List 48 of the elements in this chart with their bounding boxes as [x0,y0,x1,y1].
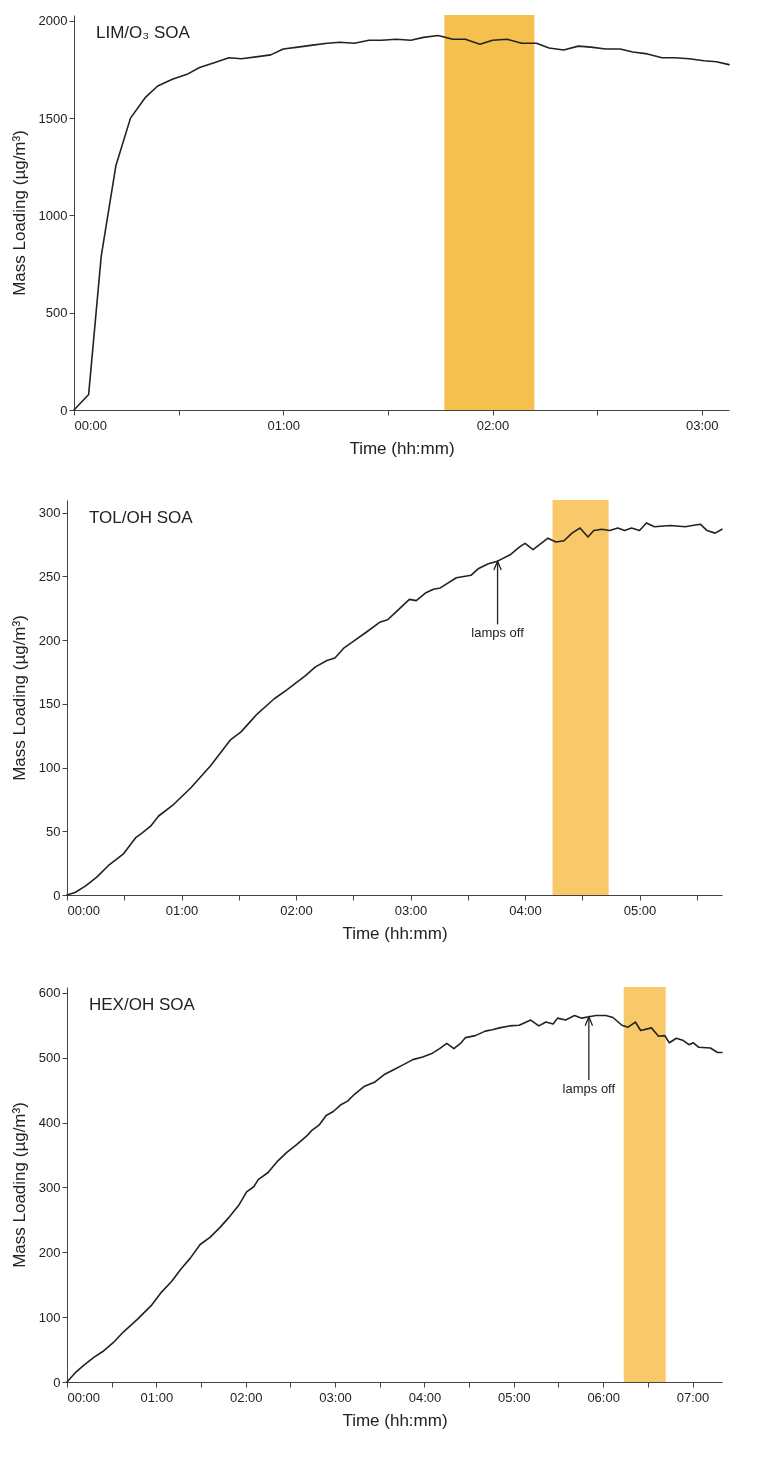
y-tick-label: 300 [38,505,61,521]
x-tick-label: 04:00 [509,902,542,918]
y-axis-title: Mass Loading (µg/m³) [9,1102,29,1268]
annotation: lamps off [471,625,525,641]
y-tick-label: 400 [38,1115,61,1131]
annotation: lamps off [562,1081,616,1097]
x-tick-label: 00:00 [74,417,108,433]
x-tick-label: 04:00 [408,1389,442,1405]
y-axis-title: Mass Loading (µg/m³) [9,615,29,781]
x-tick-label: 03:00 [394,902,428,918]
y-tick-label: 0 [60,402,68,418]
x-tick-label: 05:00 [498,1389,531,1405]
x-tick-label: 06:00 [587,1389,620,1405]
y-tick-label: 600 [38,985,61,1001]
text: TOL/OH SOA [89,508,194,527]
text: LIM/O₃ SOA [96,23,191,42]
x-tick-label: 07:00 [676,1389,710,1405]
y-tick-label: 150 [38,696,61,712]
y-tick-label: 250 [38,568,61,584]
y-axis-title: Mass Loading (µg/m³) [9,130,29,296]
y-tick-label: 0 [53,1374,61,1390]
y-tick-label: 2000 [38,13,68,29]
x-tick-label: 02:00 [229,1389,263,1405]
y-tick-label: 200 [38,632,61,648]
x-tick-label: 00:00 [67,902,101,918]
x-tick-label: 01:00 [165,902,199,918]
x-axis-title: Time (hh:mm) [342,1410,448,1430]
y-tick-label: 500 [38,1050,61,1066]
x-axis-title: Time (hh:mm) [342,923,448,943]
x-tick-label: 03:00 [319,1389,352,1405]
y-tick-label: 500 [45,305,68,321]
x-tick-label: 02:00 [280,902,313,918]
chart-title: HEX/OH SOA [89,995,196,1014]
y-tick-label: 1500 [38,110,68,126]
x-tick-label: 02:00 [476,417,510,433]
y-tick-label: 0 [53,887,61,903]
x-tick-label: 03:00 [686,417,719,433]
y-tick-label: 300 [38,1179,61,1195]
x-tick-label: 05:00 [623,902,657,918]
y-tick-label: 100 [38,1309,61,1325]
x-tick-label: 01:00 [267,417,301,433]
y-tick-label: 200 [38,1244,61,1260]
x-axis-title: Time (hh:mm) [349,438,455,458]
y-tick-label: 1000 [38,207,68,223]
x-tick-label: 01:00 [140,1389,174,1405]
y-tick-label: 100 [38,760,61,776]
x-tick-label: 00:00 [67,1389,101,1405]
y-tick-label: 50 [46,823,61,839]
